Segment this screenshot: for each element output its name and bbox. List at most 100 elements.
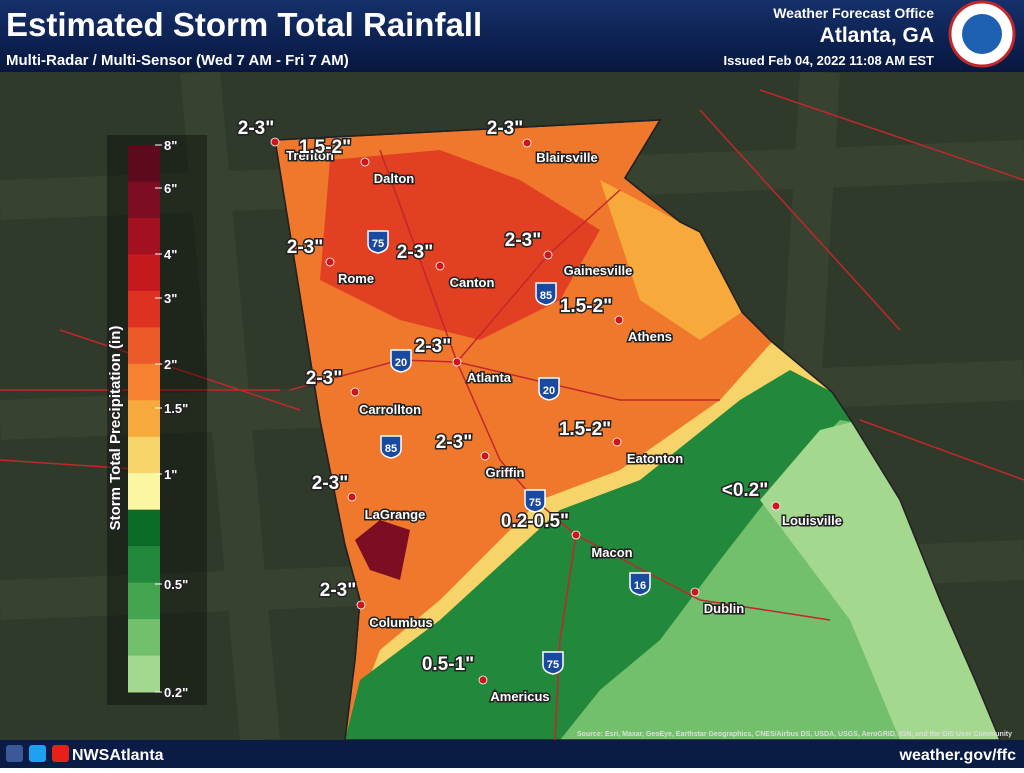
city-label: Griffin: [486, 465, 525, 480]
legend-swatch: [128, 290, 160, 328]
rainfall-amount: 2-3": [312, 473, 348, 494]
interstate-shield: [367, 230, 389, 254]
rainfall-amount: 0.2-0.5": [501, 511, 569, 532]
header-bar: [0, 0, 1024, 72]
website[interactable]: weather.gov/ffc: [899, 747, 1017, 764]
city-label: Columbus: [369, 615, 433, 630]
rainfall-amount: 2-3": [505, 230, 541, 251]
nws-logo-inner: [962, 14, 1002, 54]
interstate-shield: [542, 651, 564, 675]
issued: Issued Feb 04, 2022 11:08 AM EST: [723, 53, 934, 68]
interstate-number: 20: [543, 385, 555, 397]
legend-label: 6": [164, 181, 177, 196]
city-dot: [435, 261, 445, 271]
city-label: Atlanta: [467, 370, 512, 385]
office-location: Atlanta, GA: [820, 24, 934, 47]
city-label: Blairsville: [536, 150, 597, 165]
city-label: Athens: [628, 329, 672, 344]
city-dot: [571, 530, 581, 540]
rainfall-amount: 2-3": [397, 242, 433, 263]
city-label: Gainesville: [564, 263, 633, 278]
maroon-zone: [355, 520, 410, 580]
interstate-shield: [380, 435, 402, 459]
rainfall-amount: <0.2": [722, 480, 769, 501]
title: Estimated Storm Total Rainfall: [6, 6, 482, 43]
youtube-icon[interactable]: [52, 745, 69, 762]
city-label: Eatonton: [627, 451, 683, 466]
social-handle[interactable]: NWSAtlanta: [72, 747, 164, 764]
interstate-shield: [538, 377, 560, 401]
legend-label: 4": [164, 247, 177, 262]
interstate-number: 85: [540, 290, 552, 302]
legend-label: 1": [164, 467, 177, 482]
legend-label: 0.2": [164, 685, 188, 700]
city-dot: [614, 315, 624, 325]
rainfall-amount: 2-3": [415, 336, 451, 357]
map-labels: Trenton Dalton Blairsville Rome Canton Gaines…: [236, 117, 843, 706]
legend-label: 8": [164, 138, 177, 153]
interstate-number: 20: [395, 357, 407, 369]
interstate-number: 85: [385, 443, 397, 455]
legend-swatch: [128, 436, 160, 474]
subtitle: Multi-Radar / Multi-Sensor (Wed 7 AM - F…: [6, 52, 349, 69]
legend-label: 3": [164, 291, 177, 306]
city-dot: [350, 387, 360, 397]
legend-swatch: [128, 145, 160, 182]
city-dot: [522, 138, 532, 148]
legend-swatch: [128, 655, 160, 693]
rainfall-amount: 2-3": [320, 580, 356, 601]
rainfall-amount: 2-3": [287, 237, 323, 258]
legend-swatch: [128, 217, 160, 255]
interstate-number: 75: [372, 238, 384, 250]
interstate-shield: [535, 282, 557, 306]
city-label: Canton: [450, 275, 495, 290]
city-dot: [543, 250, 553, 260]
rainfall-amount: 1.5-2": [560, 296, 612, 317]
interstate-shield: [390, 349, 412, 373]
interstate-shield: [524, 489, 546, 513]
city-dot: [360, 157, 370, 167]
rainfall-amount: 1.5-2": [559, 419, 611, 440]
city-dot: [771, 501, 781, 511]
legend-swatch: [128, 363, 160, 401]
city-label: Dalton: [374, 171, 415, 186]
legend-swatch: [128, 400, 160, 438]
office: Weather Forecast Office: [773, 5, 934, 21]
legend-swatch: [128, 254, 160, 292]
footer-bar: [0, 740, 1024, 768]
legend-label: 2": [164, 357, 177, 372]
attribution: Source: Esri, Maxar, GeoEye, Earthstar G…: [577, 731, 1012, 738]
rainfall-amount: 2-3": [238, 118, 274, 139]
rainfall-amount: 2-3": [436, 432, 472, 453]
legend-swatch: [128, 619, 160, 657]
city-label: Dublin: [704, 601, 744, 616]
city-label: Trenton: [286, 148, 334, 163]
city-label: Macon: [591, 545, 632, 560]
city-dot: [690, 587, 700, 597]
interstate-number: 75: [529, 497, 541, 509]
city-label: Carrollton: [359, 402, 421, 417]
facebook-icon[interactable]: [6, 745, 23, 762]
city-dot: [478, 675, 488, 685]
city-label: Louisville: [782, 513, 842, 528]
legend: 8" 6" 4" 3" 2" 1.5" 1" 0.5" 0.2": [128, 137, 190, 702]
rainfall-amount: 0.5-1": [422, 654, 474, 675]
city-label: Americus: [490, 689, 549, 704]
legend-swatch: [128, 473, 160, 511]
twitter-icon[interactable]: [29, 745, 46, 762]
city-label: LaGrange: [365, 507, 426, 522]
city-dot: [325, 257, 335, 267]
city-dot: [347, 492, 357, 502]
rainfall-amount: 1.5-2": [299, 137, 351, 158]
rainfall-amount: 2-3": [487, 118, 523, 139]
state-border: [274, 119, 1002, 741]
legend-swatch: [128, 582, 160, 620]
interstate-number: 75: [547, 659, 559, 671]
city-dot: [480, 451, 490, 461]
legend-swatch: [128, 546, 160, 584]
interstate-shield: [629, 572, 651, 596]
legend-swatch: [128, 181, 160, 219]
city-label: Rome: [338, 271, 374, 286]
city-dot: [270, 137, 280, 147]
